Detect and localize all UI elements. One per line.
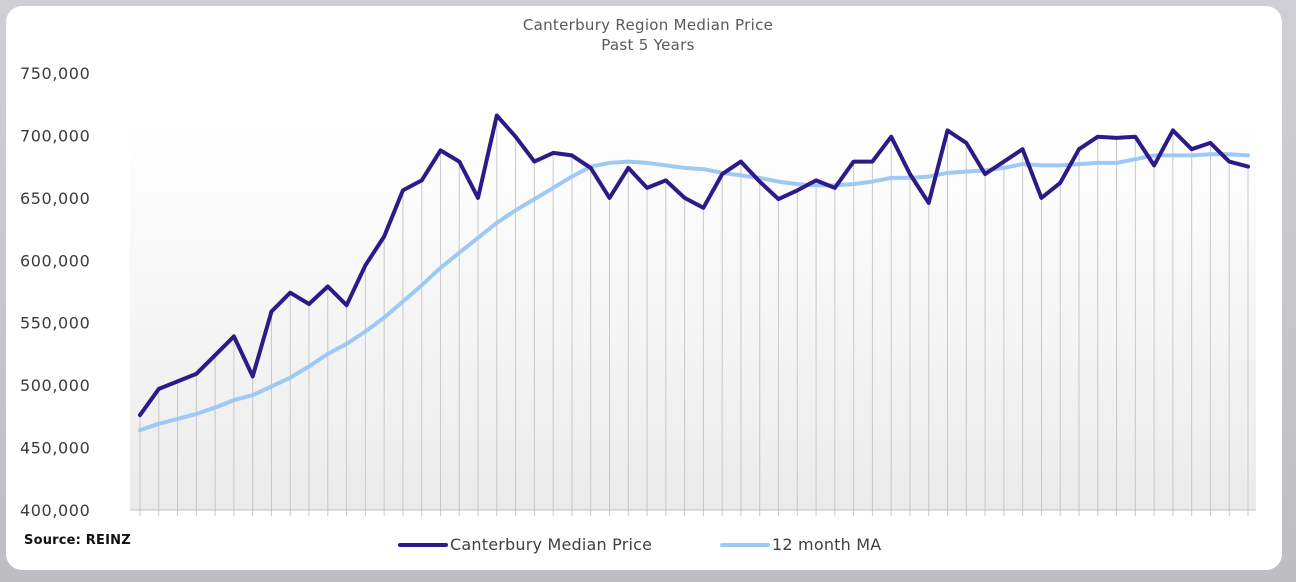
y-axis: 400,000 450,000 500,000 550,000 600,000 650,0… <box>20 64 90 520</box>
y-tick-label: 450,000 <box>20 439 90 458</box>
series-12-month-ma-line <box>138 152 1250 433</box>
legend-label-median: Canterbury Median Price <box>450 535 653 554</box>
y-tick-label: 700,000 <box>20 126 90 145</box>
legend-swatch-ma <box>720 542 770 547</box>
y-tick-label: 550,000 <box>20 314 90 333</box>
vertical-gridlines <box>139 115 1249 516</box>
y-tick-label: 600,000 <box>20 251 90 270</box>
y-tick-label: 750,000 <box>20 64 90 83</box>
chart-title: Canterbury Region Median Price <box>522 16 774 34</box>
legend-item-ma[interactable]: 12 month MA <box>720 535 881 554</box>
y-tick-label: 500,000 <box>20 376 90 395</box>
series-lines <box>138 113 1250 433</box>
source-label: Source: REINZ <box>24 533 131 548</box>
y-tick-label: 650,000 <box>20 189 90 208</box>
y-tick-label: 400,000 <box>20 501 90 520</box>
chart-subtitle: Past 5 Years <box>601 36 695 54</box>
legend-item-median[interactable]: Canterbury Median Price <box>398 535 652 554</box>
plot-area <box>130 123 1256 510</box>
series-median-price-line <box>138 113 1250 418</box>
legend-label-ma: 12 month MA <box>772 535 882 554</box>
legend-swatch-median <box>398 542 448 547</box>
